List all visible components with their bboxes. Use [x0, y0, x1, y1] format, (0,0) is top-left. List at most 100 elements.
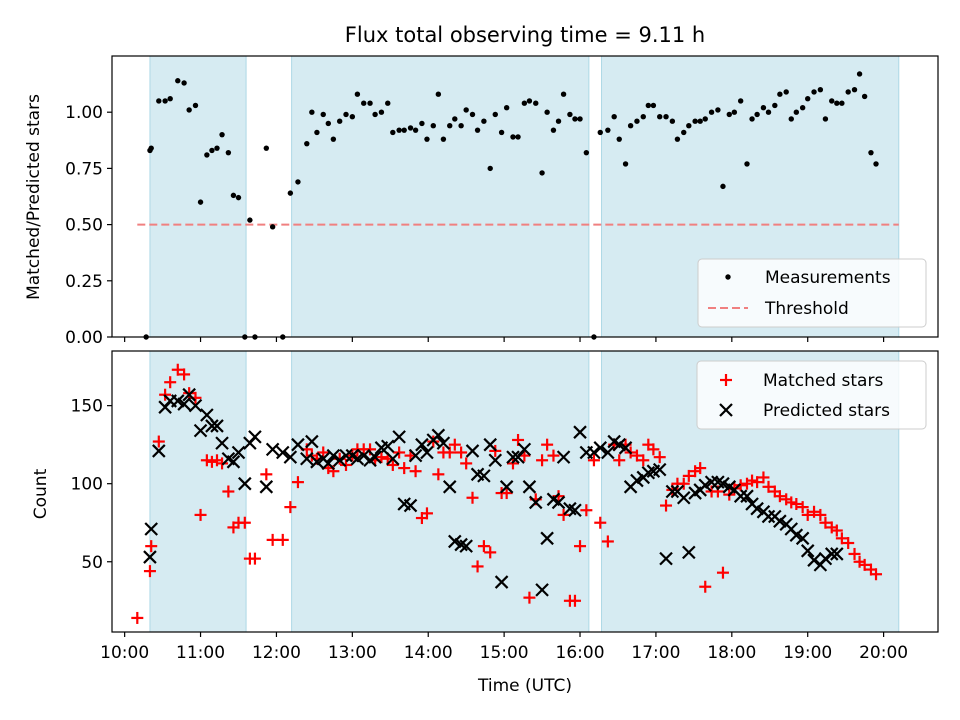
measurements-point — [692, 118, 698, 124]
predicted-stars-point-stroke-b — [436, 436, 451, 450]
predicted-stars-point-stroke-b — [483, 437, 497, 452]
measurements-point — [230, 192, 237, 199]
predicted-stars-point-stroke-b — [750, 501, 764, 516]
top-shaded-interval — [291, 55, 590, 338]
predicted-stars-point-stroke-b — [182, 387, 196, 402]
measurements-point — [731, 109, 738, 115]
matched-stars-point — [630, 449, 643, 462]
predicted-stars-point — [593, 441, 608, 455]
bottom-legend: Matched stars Predicted stars — [696, 360, 927, 430]
predicted-stars-point — [177, 397, 191, 411]
predicted-stars-point — [332, 453, 347, 468]
predicted-stars-point — [326, 448, 341, 463]
matched-stars-point — [613, 454, 626, 467]
measurements-point — [550, 127, 557, 133]
measurements-point — [611, 113, 617, 120]
measurements-point — [372, 111, 378, 118]
top-y-tick-label: 1.00 — [65, 103, 103, 123]
predicted-stars-legend-marker — [719, 403, 733, 417]
measurements-point — [533, 100, 539, 106]
measurements-point — [861, 93, 868, 100]
predicted-stars-point-stroke-b — [568, 503, 582, 518]
predicted-stars-point-stroke-b — [305, 434, 319, 449]
predicted-stars-point — [535, 583, 549, 597]
predicted-stars-point-stroke-b — [143, 550, 157, 564]
measurements-point — [295, 179, 301, 185]
matched-stars-point — [284, 501, 297, 514]
predicted-stars-point-stroke-b — [670, 484, 685, 499]
predicted-stars-point-stroke-b — [368, 450, 382, 464]
predicted-stars-point — [283, 450, 298, 464]
bottom-y-axis-label: Count — [31, 468, 51, 519]
matched-stars-point — [455, 446, 468, 459]
measurements-point — [390, 129, 396, 136]
predicted-stars-point — [403, 498, 418, 513]
measurements-point — [167, 96, 173, 102]
predicted-stars-point — [824, 547, 839, 561]
predicted-stars-point — [704, 475, 719, 489]
measurements-point — [681, 129, 687, 136]
predicted-stars-point-stroke-b — [415, 437, 429, 452]
predicted-stars-point-stroke-b — [727, 483, 742, 497]
measurements-legend-marker — [725, 274, 731, 280]
matched-stars-point — [842, 537, 855, 550]
measurements-point — [645, 102, 652, 109]
predicted-stars-point — [573, 425, 587, 439]
measurements-point — [577, 116, 583, 122]
measurements-point — [209, 147, 215, 154]
predicted-stars-point-stroke-b — [676, 490, 691, 505]
measurements-point — [583, 149, 590, 156]
predicted-stars-point-stroke-b — [459, 539, 473, 553]
predicted-stars-point-stroke-b — [170, 394, 185, 408]
predicted-stars-point — [152, 444, 166, 458]
predicted-stars-point-stroke-b — [528, 495, 543, 510]
measurements-point — [487, 165, 493, 172]
matched-stars-point — [751, 476, 764, 489]
predicted-stars-point-stroke-b — [535, 583, 549, 597]
predicted-stars-point-stroke-b — [618, 441, 633, 455]
predicted-stars-point-stroke-b — [188, 398, 203, 413]
predicted-stars-point — [477, 469, 491, 483]
predicted-stars-point — [522, 480, 537, 494]
matched-stars-point — [460, 457, 473, 470]
predicted-stars-point-stroke-b — [795, 531, 810, 546]
top-y-tick-label: 0.75 — [65, 159, 103, 179]
predicted-stars-point — [291, 437, 305, 452]
measurements-point — [304, 140, 310, 147]
measurements-point — [697, 118, 703, 124]
matched-stars-point — [171, 363, 184, 376]
predicted-stars-point-stroke-b — [711, 475, 725, 489]
measurements-point — [481, 118, 487, 124]
predicted-stars-point-stroke-b — [193, 423, 208, 438]
predicted-stars-point-stroke-b — [339, 448, 353, 463]
measurements-point — [788, 116, 794, 122]
matched-stars-point — [222, 485, 235, 498]
predicted-stars-point-stroke-b — [248, 430, 262, 444]
measurements-point — [765, 109, 772, 115]
matched-stars-point — [152, 435, 165, 448]
predicted-stars-point — [659, 551, 673, 566]
predicted-stars-point — [795, 531, 810, 546]
measurements-point — [760, 105, 767, 111]
matched-stars-legend-marker — [720, 374, 732, 386]
predicted-stars-point-stroke-b — [465, 444, 480, 458]
measurements-point — [726, 111, 732, 118]
predicted-stars-point — [193, 423, 208, 438]
measurements-point — [309, 109, 315, 115]
predicted-stars-point — [800, 544, 815, 558]
measurements-point — [805, 96, 811, 102]
measurements-point — [458, 122, 464, 129]
matched-stars-point — [420, 507, 433, 520]
predicted-stars-point-stroke-b — [200, 408, 214, 422]
predicted-stars-point-stroke-b — [665, 484, 680, 499]
predicted-stars-point — [238, 476, 252, 491]
predicted-stars-point — [436, 436, 451, 450]
matched-stars-point — [448, 438, 461, 451]
measurements-point — [474, 127, 481, 133]
matched-stars-point — [238, 516, 251, 529]
predicted-stars-point-stroke-b — [551, 495, 566, 510]
predicted-stars-point-stroke-b — [144, 522, 158, 536]
predicted-stars-point-stroke-b — [470, 467, 485, 482]
predicted-stars-point-stroke-b — [238, 476, 252, 491]
matched-stars-point — [647, 443, 660, 456]
